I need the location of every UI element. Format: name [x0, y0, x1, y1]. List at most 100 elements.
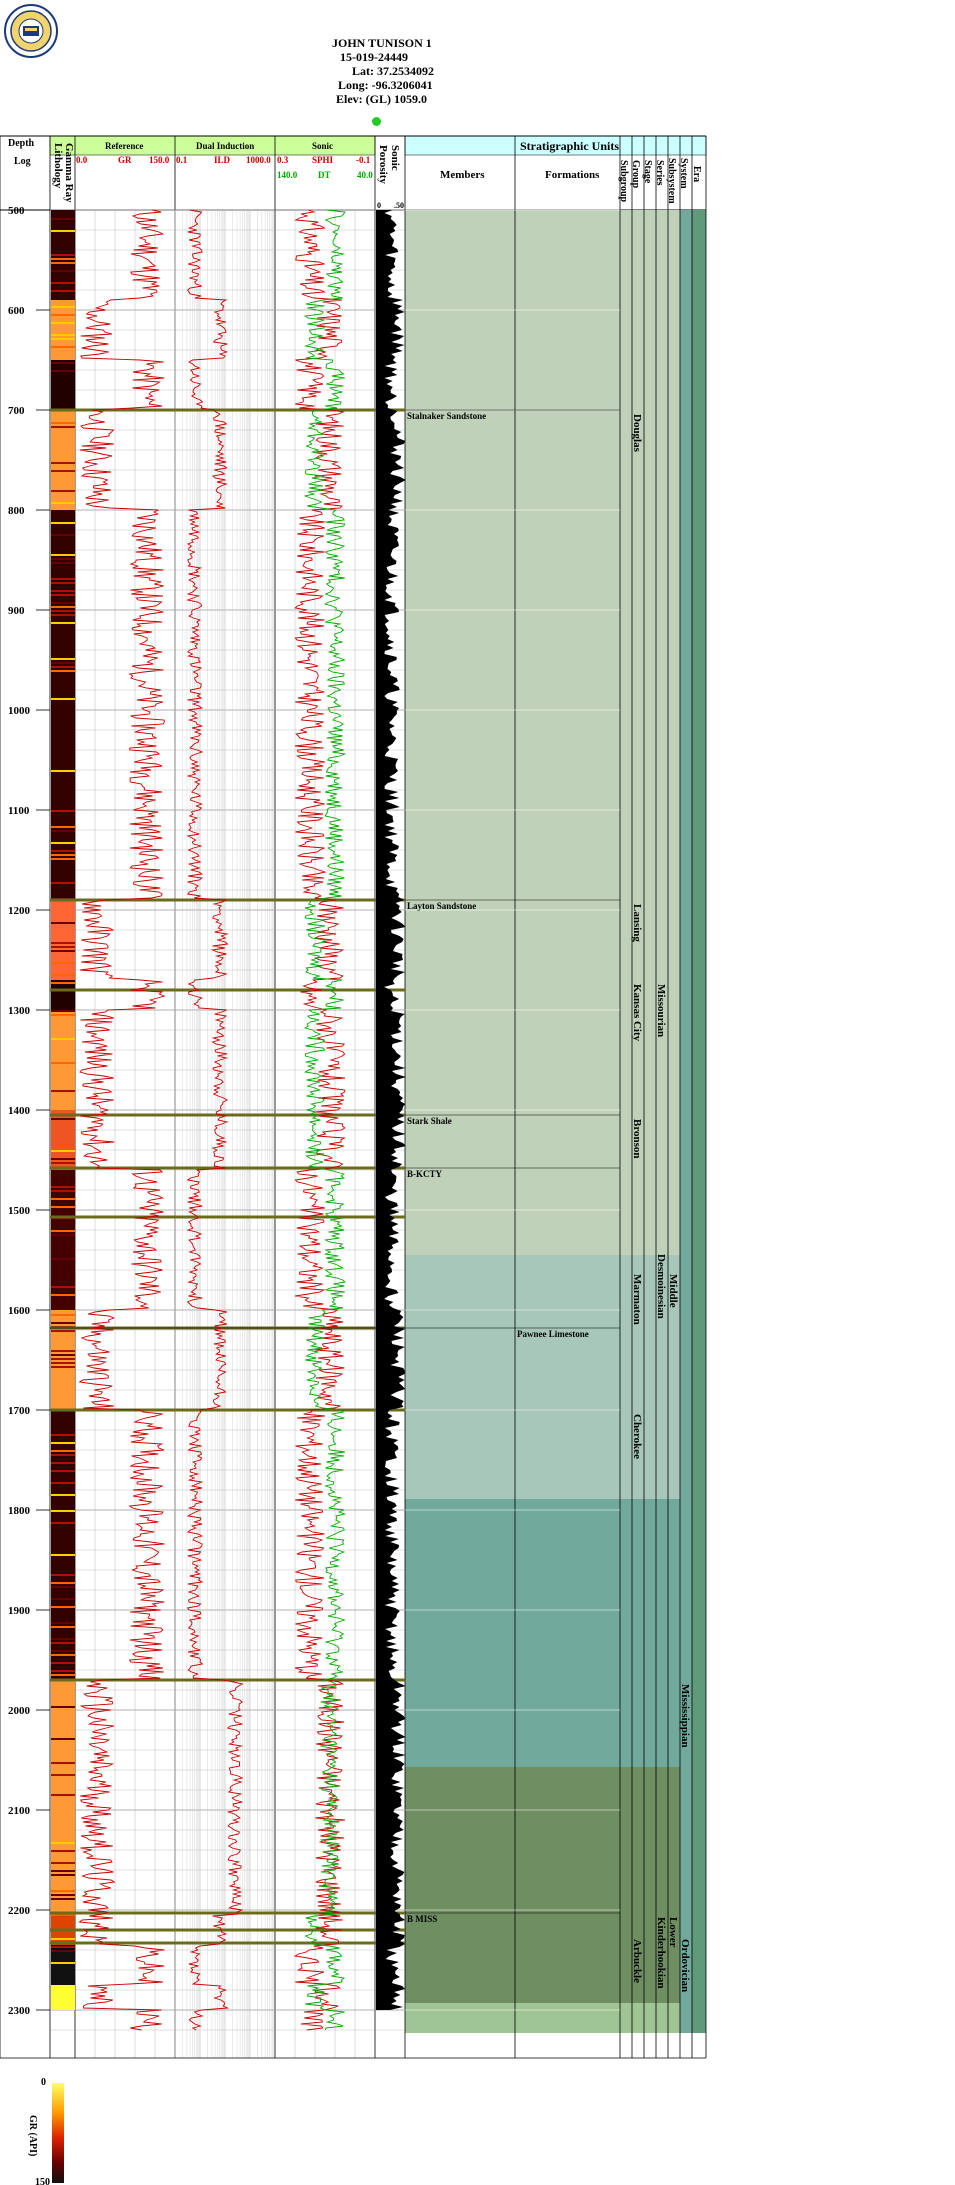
lithology-streak — [51, 1198, 75, 1200]
gr-curve — [78, 209, 166, 2031]
gr-color-legend: 0 150 GR (API) — [27, 2077, 64, 2185]
lithology-streak — [51, 1946, 75, 1948]
group-label: Douglas — [631, 414, 643, 453]
lithology-streak — [51, 1962, 75, 1964]
lithology-band — [51, 1985, 75, 2010]
lithology-streak — [51, 314, 75, 316]
location-dot — [372, 117, 381, 126]
depth-label: 800 — [8, 505, 25, 517]
lithology-streak — [51, 534, 75, 536]
series-label: Kinderhookian — [655, 1917, 667, 1989]
lithology-streak — [51, 1670, 75, 1672]
lithology-streak — [51, 334, 75, 336]
depth-label: 1400 — [8, 1105, 31, 1117]
members-header: Members — [440, 169, 485, 181]
lithology-streak — [51, 346, 75, 348]
lithology-streak — [51, 290, 75, 292]
subsystem-label: Middle — [667, 1274, 679, 1308]
lithology-streak — [51, 850, 75, 852]
lithology-streak — [51, 606, 75, 608]
depth-header: Depth — [8, 138, 35, 149]
lithology-streak — [51, 1010, 75, 1012]
lithology-streak — [51, 1038, 75, 1040]
lithology-streak — [51, 942, 75, 944]
lithology-band — [51, 300, 75, 360]
lithology-band — [51, 410, 75, 510]
group-label: Arbuckle — [631, 1939, 643, 1983]
lithology-streak — [51, 882, 75, 884]
lithology-streak — [51, 950, 75, 952]
group-header: Group — [630, 160, 641, 189]
lithology-band — [51, 510, 75, 900]
lithology-streak — [51, 462, 75, 464]
lithology-streak — [51, 1286, 75, 1288]
lithology-streak — [51, 1554, 75, 1556]
lithology-streak — [51, 594, 75, 596]
lithology-streak — [51, 826, 75, 828]
stage-header: Stage — [642, 160, 653, 184]
lithology-streak — [51, 1062, 75, 1064]
era-header: Era — [691, 166, 702, 182]
lithology-streak — [51, 1230, 75, 1232]
lithology-streak — [51, 230, 75, 232]
lithology-streak — [51, 1014, 75, 1016]
lithology-streak — [51, 602, 75, 604]
gr-left-scale: 0.0 — [76, 155, 88, 165]
member-label: B MISS — [407, 1914, 437, 1924]
lithology-streak — [51, 622, 75, 624]
lithology-streak — [51, 946, 75, 948]
lithology-streak — [51, 666, 75, 668]
group-label: Bronson — [631, 1119, 643, 1159]
reference-header: Reference — [105, 141, 143, 151]
lithology-streak — [51, 1510, 75, 1512]
lithology-streak — [51, 422, 75, 424]
lithology-streak — [51, 1258, 75, 1260]
depth-label: 600 — [8, 305, 25, 317]
lithology-streak — [51, 1914, 75, 1916]
lithology-streak — [51, 1842, 75, 1844]
formations-header: Formations — [545, 169, 600, 181]
well-header: JOHN TUNISON 1 15-019-24449 Lat: 37.2534… — [300, 36, 500, 106]
lithology-streak — [51, 982, 75, 984]
group-label: Lansing — [631, 904, 643, 942]
lithology-streak — [51, 1938, 75, 1940]
porosity-sonic-header: Sonic — [389, 145, 401, 171]
lithology-band — [51, 1680, 75, 1915]
era-fill — [692, 210, 706, 2033]
porosity-header: Porosity — [377, 145, 389, 184]
lithology-streak — [51, 698, 75, 700]
lithology-band — [51, 360, 75, 410]
gr-legend-label: GR (API) — [27, 2115, 38, 2156]
depth-label: 500 — [8, 205, 25, 217]
lithology-streak — [51, 218, 75, 220]
dual-induction-header: Dual Induction — [196, 141, 254, 151]
depth-label: 1300 — [8, 1005, 31, 1017]
kgs-logo — [4, 4, 58, 58]
lithology-streak — [51, 282, 75, 284]
log-header: Log — [14, 156, 31, 167]
lithology-streak — [51, 1454, 75, 1456]
lithology-streak — [51, 614, 75, 616]
depth-label: 700 — [8, 405, 25, 417]
depth-label: 1900 — [8, 1605, 31, 1617]
lithology-streak — [51, 522, 75, 524]
lithology-streak — [51, 1582, 75, 1584]
lithology-streak — [51, 1706, 75, 1708]
lithology-streak — [51, 362, 75, 364]
member-label: Layton Sandstone — [407, 901, 476, 911]
porosity-fill — [376, 210, 406, 2010]
lithology-streak — [51, 1862, 75, 1864]
lithology-streak — [51, 1162, 75, 1164]
lithology-streak — [51, 1434, 75, 1436]
lithology-band — [51, 1010, 75, 1110]
lithology-streak — [51, 1874, 75, 1876]
lithology-streak — [51, 1622, 75, 1624]
por-right-scale: .50 — [394, 201, 404, 210]
lithology-streak — [51, 578, 75, 580]
system-header: System — [678, 158, 689, 189]
lithology-streak — [51, 1586, 75, 1588]
dt-right-scale: 40.0 — [357, 170, 373, 180]
depth-label: 2000 — [8, 1705, 31, 1717]
dt-left-scale: 140.0 — [277, 170, 298, 180]
series-header: Series — [654, 160, 665, 186]
